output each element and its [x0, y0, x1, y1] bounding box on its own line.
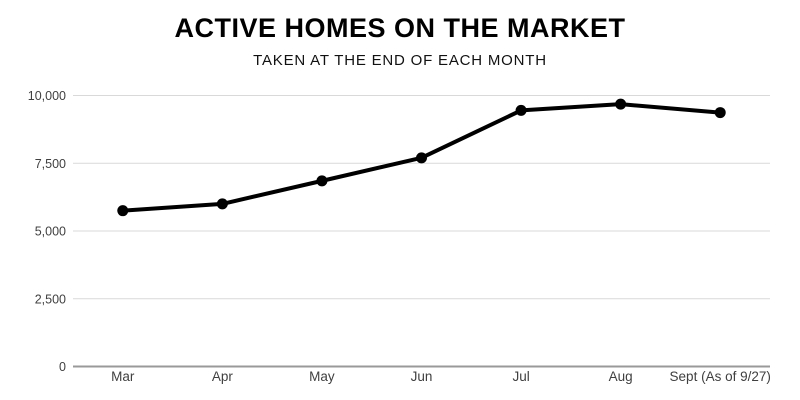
chart-subtitle: TAKEN AT THE END OF EACH MONTH [253, 52, 547, 69]
x-tick-label: Apr [212, 369, 234, 384]
data-point-marker [615, 98, 627, 110]
data-point-marker [515, 104, 527, 116]
data-point-marker [316, 175, 328, 187]
y-tick-label: 0 [59, 360, 66, 374]
x-tick-label: Jul [512, 369, 529, 384]
y-tick-label: 2,500 [35, 292, 66, 306]
data-point-marker [714, 107, 726, 119]
x-tick-label: Aug [609, 369, 633, 384]
x-tick-label: Mar [111, 369, 135, 384]
data-point-marker [416, 152, 427, 164]
chart-title: ACTIVE HOMES ON THE MARKET [174, 13, 626, 43]
x-tick-label: Jun [411, 369, 433, 384]
x-tick-label: Sept (As of 9/27) [670, 369, 771, 384]
y-tick-label: 10,000 [28, 89, 66, 103]
x-tick-label: May [309, 369, 335, 384]
data-point-marker [117, 205, 129, 217]
y-tick-label: 7,500 [35, 157, 66, 171]
y-tick-label: 5,000 [35, 225, 66, 239]
data-point-marker [216, 198, 228, 210]
